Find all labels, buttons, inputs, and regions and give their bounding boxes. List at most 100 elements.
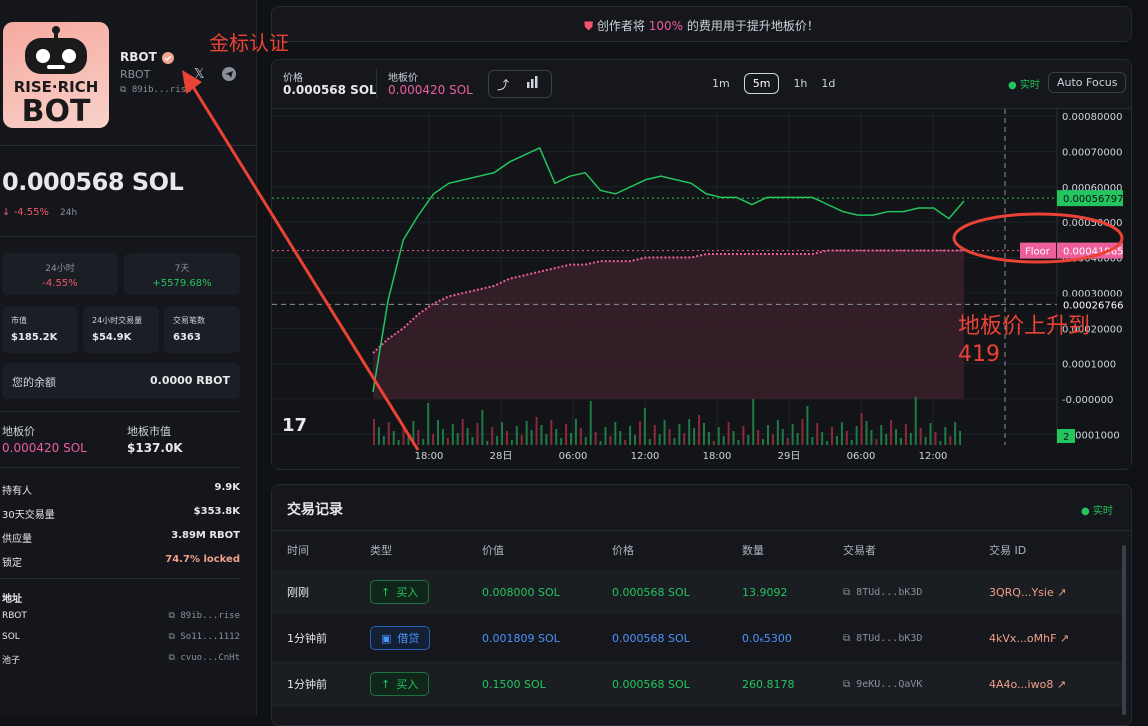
volume-bar — [510, 440, 513, 445]
current-price-label: 0.00056797 — [1063, 194, 1123, 205]
x-tick-label: 06:00 — [559, 451, 588, 462]
volume-bar — [446, 438, 449, 445]
volume-bar — [417, 430, 420, 445]
info-value: $353.8K — [193, 506, 240, 517]
address-row: 池子 ⧉ cvuo...CnHt — [2, 653, 240, 674]
address-value[interactable]: ⧉ So11...1112 — [169, 632, 240, 653]
volume-bar — [954, 422, 957, 445]
arrow-up-icon: ↑ — [381, 677, 391, 691]
volume-bar — [624, 440, 627, 445]
stat-card-mcap: 市值 $185.2K — [2, 306, 78, 353]
price-value: 0.000568 SOL — [2, 168, 184, 196]
tradingview-logo-icon: 17 — [282, 415, 307, 436]
live-label: 实时 — [1019, 80, 1040, 91]
trade-price: 0.000568 SOL — [612, 631, 690, 645]
volume-bar — [816, 423, 819, 445]
trades-scrollbar[interactable] — [1122, 545, 1126, 715]
trade-trader[interactable]: ⧉ 9eKU...QaVK — [842, 661, 988, 707]
info-value: 74.7% locked — [165, 554, 240, 565]
volume-bar — [643, 408, 646, 445]
volume-bar — [668, 429, 671, 445]
volume-bar — [555, 429, 558, 445]
trade-type-label: 买入 — [396, 678, 419, 691]
volume-bar — [560, 438, 563, 445]
price-chart[interactable]: 0.00080000 0.00070000 0.00060000 0.00050000… — [272, 109, 1131, 468]
trade-tx-link[interactable]: 4A4o...iwo8 ↗ — [988, 661, 1122, 707]
loan-icon: ▣ — [381, 631, 392, 645]
trade-type: ↑ 买入 — [369, 569, 481, 615]
interval-tab-1d[interactable]: 1d — [821, 77, 836, 90]
annotation-verified-text: 金标认证 — [209, 31, 289, 55]
volume-bar — [658, 434, 661, 445]
trade-trader[interactable]: ⧉ 8TUd...bK3D — [842, 615, 988, 661]
volume-bar — [486, 441, 489, 445]
volume-bar — [481, 410, 484, 445]
interval-tab-5m[interactable]: 5m — [743, 73, 780, 94]
x-tick-label: 12:00 — [919, 451, 948, 462]
y-tick-label: 0.00030000 — [1062, 289, 1122, 300]
y-tick-label: 0.00050000 — [1062, 218, 1122, 229]
robot-logo-icon — [25, 26, 87, 74]
auto-focus-button[interactable]: Auto Focus — [1048, 72, 1127, 93]
trade-type-label: 借贷 — [397, 632, 420, 645]
volume-bar — [880, 425, 883, 445]
token-address[interactable]: ⧉ 89ib...rise — [120, 85, 191, 95]
floor-label: 地板价 — [2, 425, 35, 438]
volume-bar — [422, 439, 425, 445]
address-value[interactable]: ⧉ 89ib...rise — [169, 611, 240, 632]
volume-bar — [717, 427, 720, 445]
trade-tx-link[interactable]: 3QRQ...Ysie ↗ — [988, 569, 1122, 615]
chart-price-value: 0.000568 SOL — [283, 83, 377, 97]
buy-badge: ↑ 买入 — [370, 580, 430, 604]
volume-bar — [570, 433, 572, 445]
trade-row: 1分钟前 ▣ 借贷 0.001809 SOL 0.000568 SOL 0.0₆5… — [272, 615, 1122, 661]
address-label: 池子 — [2, 656, 21, 666]
token-ticker: RBOT — [120, 68, 151, 81]
column-header: 价格 — [612, 544, 634, 557]
token-sidebar: RISE·RICH BOT RBOT RBOT 𝕏 ⧉ 89ib...rise … — [0, 0, 257, 716]
x-twitter-icon[interactable]: 𝕏 — [194, 67, 205, 82]
address-list: RBOT ⧉ 89ib...rise SOL ⧉ So11...1112 池子 … — [2, 611, 240, 674]
info-list: 持有人 9.9K 30天交易量 $353.8K 供应量 3.89M RBOT 锁… — [2, 482, 240, 578]
volume-bar — [831, 427, 834, 445]
volume-bar — [865, 421, 868, 445]
trade-trader-text: 8TUd...bK3D — [856, 586, 923, 598]
y-tick-label: 0.00060000 — [1062, 183, 1122, 194]
trade-trader-text: 8TUd...bK3D — [856, 632, 923, 644]
trades-header-row: 时间 类型 价值 价格 数量 交易者 交易 ID — [272, 531, 1122, 569]
info-label: 供应量 — [2, 534, 32, 545]
volume-bar — [826, 441, 829, 445]
trade-tx-link[interactable]: 4kVx...oMhF ↗ — [988, 615, 1122, 661]
trade-type: ▣ 借贷 — [369, 615, 481, 661]
token-address-text: 89ib...rise — [131, 85, 192, 95]
interval-tab-1h[interactable]: 1h — [793, 77, 808, 90]
volume-bar — [432, 434, 435, 445]
volume-bar — [373, 419, 375, 445]
floor-series-line — [372, 249, 964, 354]
volume-bar — [609, 436, 612, 445]
balance-label: 您的余额 — [12, 376, 56, 389]
volume-bar — [742, 426, 745, 445]
volume-bar — [663, 420, 666, 445]
volume-bar — [387, 422, 390, 445]
bar-chart-icon[interactable] — [525, 75, 539, 92]
interval-tab-1m[interactable]: 1m — [712, 77, 730, 90]
column-header: 时间 — [287, 544, 309, 557]
y-tick-label: 0.00080000 — [1062, 112, 1122, 123]
address-label: RBOT — [2, 611, 27, 621]
volume-bar — [791, 424, 794, 445]
column-header: 交易者 — [843, 544, 876, 557]
volume-bar — [688, 419, 691, 445]
line-chart-icon[interactable]: ⤴ — [497, 78, 510, 92]
divider — [0, 578, 240, 579]
trade-trader[interactable]: ⧉ 8TUd...bK3D — [842, 569, 988, 615]
address-value[interactable]: ⧉ cvuo...CnHt — [169, 653, 240, 674]
telegram-icon[interactable] — [222, 67, 236, 81]
token-name: RBOT — [120, 50, 157, 64]
volume-bar — [412, 421, 415, 445]
divider — [0, 145, 256, 146]
volume-bar — [959, 431, 962, 445]
address-value-text: 89ib...rise — [180, 611, 240, 621]
volume-bar — [683, 433, 686, 445]
balance-card: 您的余额 0.0000 RBOT — [2, 363, 240, 399]
